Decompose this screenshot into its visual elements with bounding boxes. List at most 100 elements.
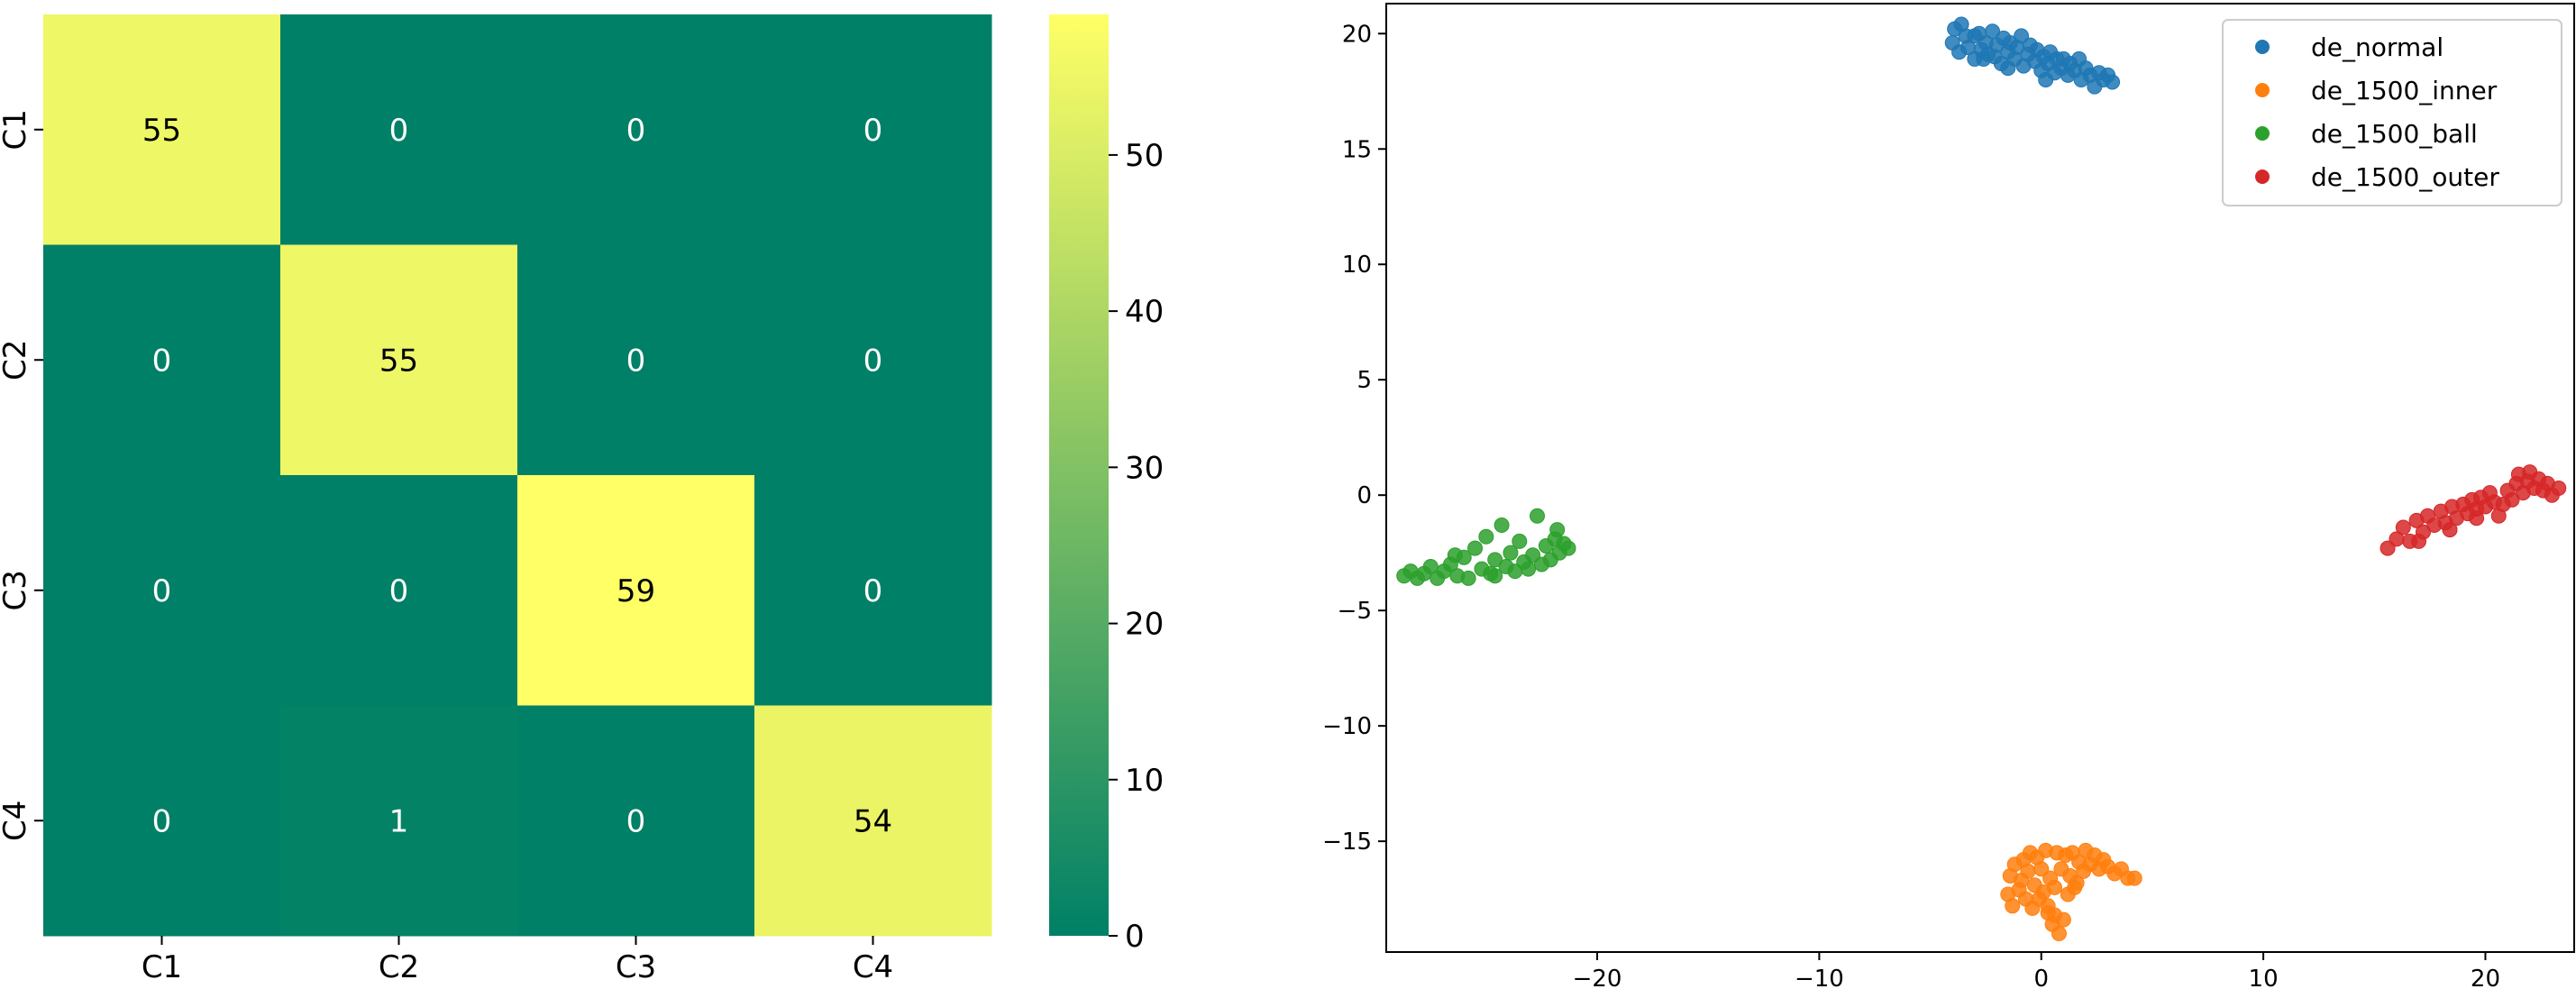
heatmap-cell-value: 0 xyxy=(626,803,646,839)
scatter-point xyxy=(1478,528,1494,545)
heatmap-cell xyxy=(280,14,518,245)
scatter-y-tick-label: −5 xyxy=(1338,598,1372,625)
heatmap-cell xyxy=(754,705,992,937)
heatmap-cell xyxy=(754,14,992,245)
scatter-point xyxy=(2047,879,2063,895)
scatter-point xyxy=(2005,898,2021,914)
colorbar-ticks: 0 10 20 30 40 50 xyxy=(1109,138,1164,955)
scatter-x-tick-label: −20 xyxy=(1573,966,1622,989)
scatter-point xyxy=(2031,891,2047,907)
scatter-x-tick-label: 0 xyxy=(2033,966,2049,989)
scatter-point xyxy=(2380,540,2396,556)
scatter-point xyxy=(2067,879,2083,895)
heatmap-x-tick-label: C2 xyxy=(379,949,419,985)
scatter-point xyxy=(2020,863,2036,879)
heatmap-x-tick-labels: C1 C2 C3 C4 xyxy=(142,936,893,985)
heatmap-x-tick-label: C1 xyxy=(142,949,182,985)
scatter-x-tick-label: 10 xyxy=(2249,966,2279,989)
scatter-point xyxy=(1487,568,1503,584)
heatmap-cell-value: 54 xyxy=(854,803,892,839)
colorbar-tick-label: 40 xyxy=(1125,294,1164,330)
legend-label: de_1500_outer xyxy=(2311,162,2499,192)
heatmap-cell-value: 0 xyxy=(863,113,883,149)
scatter-point xyxy=(1512,533,1528,549)
scatter-points xyxy=(1396,16,2567,942)
scatter-point xyxy=(2411,533,2427,549)
scatter-point xyxy=(2047,907,2063,923)
scatter-y-tick-label: −10 xyxy=(1322,713,1372,740)
scatter-y-tick-label: 0 xyxy=(1357,482,1372,509)
scatter-point xyxy=(1549,522,1566,538)
scatter-point xyxy=(2000,60,2016,77)
scatter-point xyxy=(2395,519,2411,536)
scatter-panel: −20 −10 0 10 20 −15 −10 −5 0 5 10 15 20 de_normalde… xyxy=(1322,3,2575,989)
heatmap-cell xyxy=(517,244,755,476)
heatmap-panel: 55 0 0 0 0 55 0 0 0 0 59 0 0 1 0 54 C1 C2 C3 C4 C1 C2 C3 C4 xyxy=(0,14,992,985)
heatmap-cell xyxy=(43,475,281,706)
heatmap-y-tick-label: C3 xyxy=(0,570,33,610)
heatmap-cell xyxy=(754,475,992,706)
scatter-point xyxy=(2469,510,2485,527)
legend-label: de_normal xyxy=(2311,32,2444,62)
scatter-y-tick-label: −15 xyxy=(1322,829,1372,856)
heatmap-annotations: 55 0 0 0 0 55 0 0 0 0 59 0 0 1 0 54 xyxy=(142,113,892,840)
scatter-x-tick-label: 20 xyxy=(2471,966,2500,989)
heatmap-x-tick-label: C3 xyxy=(616,949,656,985)
legend-marker xyxy=(2255,126,2270,141)
heatmap-cell-value: 0 xyxy=(626,343,646,379)
heatmap-y-tick-label: C2 xyxy=(0,340,33,380)
scatter-point xyxy=(2105,74,2121,90)
heatmap-y-tick-labels: C1 C2 C3 C4 xyxy=(0,109,43,841)
colorbar-tick-label: 50 xyxy=(1125,138,1164,174)
scatter-y-tick-label: 20 xyxy=(1342,21,1372,48)
heatmap-cell xyxy=(43,705,281,937)
scatter-point xyxy=(1521,561,1537,577)
colorbar-tick-label: 30 xyxy=(1125,450,1164,486)
heatmap-cell-value: 0 xyxy=(389,573,409,609)
scatter-point xyxy=(2442,522,2458,538)
heatmap-y-tick-label: C1 xyxy=(0,109,33,150)
scatter-point xyxy=(1460,570,1476,586)
heatmap-cell xyxy=(43,244,281,476)
heatmap-cell-value: 0 xyxy=(152,343,172,379)
scatter-point xyxy=(1467,540,1484,556)
scatter-point xyxy=(2126,870,2142,886)
heatmap-cell-value: 55 xyxy=(142,113,181,149)
heatmap-cell-value: 1 xyxy=(389,803,409,839)
heatmap-cell xyxy=(280,244,518,476)
scatter-point xyxy=(2504,491,2520,508)
legend-marker xyxy=(2255,40,2270,54)
heatmap-cell-value: 0 xyxy=(152,803,172,839)
scatter-point xyxy=(2033,861,2050,877)
heatmap-cell xyxy=(280,705,518,937)
heatmap-cell-value: 0 xyxy=(863,573,883,609)
scatter-point xyxy=(2014,28,2030,44)
legend-box xyxy=(2222,19,2562,206)
heatmap-y-tick-label: C4 xyxy=(0,801,33,841)
heatmap-cells xyxy=(43,14,992,937)
scatter-point xyxy=(1985,23,2001,40)
colorbar-tick-label: 20 xyxy=(1125,607,1164,643)
scatter-x-tick-label: −10 xyxy=(1795,966,1844,989)
heatmap-cell xyxy=(43,14,281,245)
heatmap-cell-value: 0 xyxy=(389,113,409,149)
scatter-point xyxy=(1525,547,1541,563)
colorbar-tick-label: 10 xyxy=(1125,763,1164,799)
scatter-point xyxy=(2051,926,2067,942)
heatmap-cell xyxy=(754,244,992,476)
scatter-legend: de_normal de_1500_inner de_1500_ball de_150… xyxy=(2222,19,2562,206)
heatmap-cell-value: 0 xyxy=(626,113,646,149)
legend-marker xyxy=(2255,83,2270,97)
heatmap-cell-value: 59 xyxy=(617,573,655,609)
scatter-point xyxy=(1530,508,1546,524)
legend-label: de_1500_ball xyxy=(2311,119,2478,149)
heatmap-x-tick-label: C4 xyxy=(853,949,893,985)
heatmap-cell xyxy=(517,475,755,706)
scatter-point xyxy=(1494,517,1510,533)
legend-marker xyxy=(2255,169,2270,184)
scatter-point xyxy=(1487,552,1503,568)
heatmap-cell-value: 0 xyxy=(863,343,883,379)
legend-label: de_1500_inner xyxy=(2311,76,2498,105)
scatter-point xyxy=(1447,547,1463,563)
